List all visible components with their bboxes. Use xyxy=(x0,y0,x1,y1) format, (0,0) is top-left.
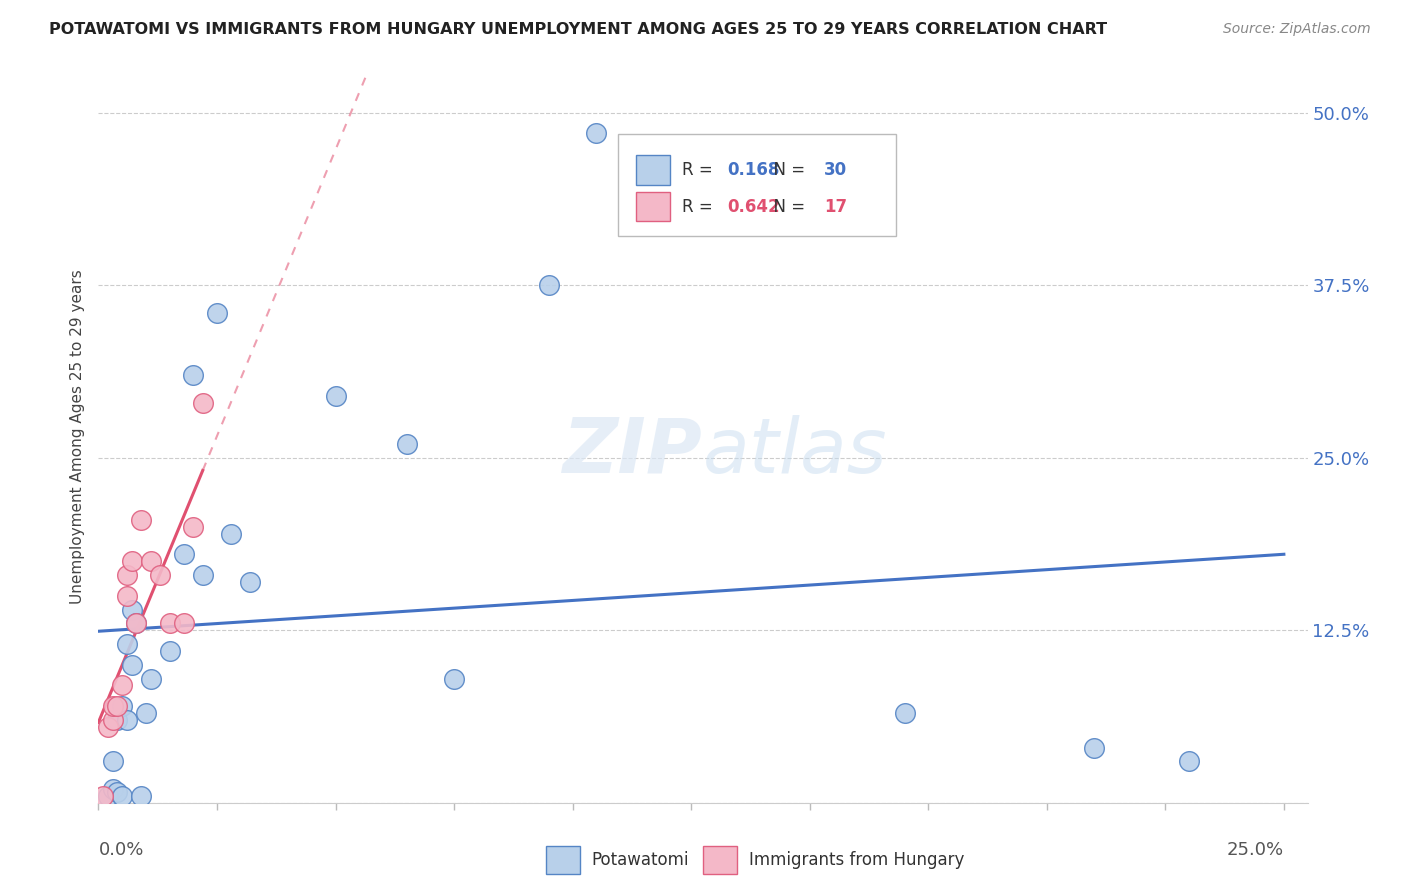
Text: ZIP: ZIP xyxy=(564,415,703,489)
Point xyxy=(125,616,148,631)
Text: Source: ZipAtlas.com: Source: ZipAtlas.com xyxy=(1223,22,1371,37)
Point xyxy=(111,699,134,714)
Point xyxy=(101,755,124,769)
Text: R =: R = xyxy=(682,161,718,179)
Y-axis label: Unemployment Among Ages 25 to 29 years: Unemployment Among Ages 25 to 29 years xyxy=(70,269,86,605)
Point xyxy=(111,678,134,692)
Point xyxy=(121,554,143,568)
Text: N =: N = xyxy=(763,198,811,216)
Point xyxy=(1178,755,1201,769)
Point xyxy=(121,657,143,672)
Point xyxy=(173,548,195,562)
Point xyxy=(105,699,128,714)
Point xyxy=(893,706,915,720)
Point xyxy=(585,127,607,141)
Text: N =: N = xyxy=(763,161,811,179)
Point xyxy=(205,306,228,320)
Point xyxy=(115,568,138,582)
Point xyxy=(129,513,152,527)
Text: atlas: atlas xyxy=(703,415,887,489)
Point xyxy=(239,574,262,589)
Point xyxy=(139,554,162,568)
Point xyxy=(149,568,172,582)
Point xyxy=(443,672,465,686)
Point xyxy=(325,389,347,403)
Point xyxy=(115,637,138,651)
Text: 0.0%: 0.0% xyxy=(98,841,143,860)
Text: POTAWATOMI VS IMMIGRANTS FROM HUNGARY UNEMPLOYMENT AMONG AGES 25 TO 29 YEARS COR: POTAWATOMI VS IMMIGRANTS FROM HUNGARY UN… xyxy=(49,22,1108,37)
Point xyxy=(125,616,148,631)
Point xyxy=(537,278,560,293)
Point xyxy=(159,616,181,631)
Text: 25.0%: 25.0% xyxy=(1227,841,1284,860)
Point xyxy=(97,789,120,803)
Point xyxy=(101,713,124,727)
Point xyxy=(105,785,128,799)
Point xyxy=(121,602,143,616)
Point xyxy=(173,616,195,631)
Point xyxy=(101,782,124,797)
Point xyxy=(129,789,152,803)
FancyBboxPatch shape xyxy=(546,846,579,874)
Point xyxy=(1083,740,1105,755)
FancyBboxPatch shape xyxy=(703,846,737,874)
Text: 0.642: 0.642 xyxy=(727,198,780,216)
Point xyxy=(97,720,120,734)
Text: Immigrants from Hungary: Immigrants from Hungary xyxy=(749,851,965,869)
Point xyxy=(181,368,204,382)
Point xyxy=(105,713,128,727)
Text: 17: 17 xyxy=(824,198,846,216)
FancyBboxPatch shape xyxy=(637,155,671,185)
Point xyxy=(111,789,134,803)
Point xyxy=(91,789,114,803)
FancyBboxPatch shape xyxy=(637,192,671,221)
Point xyxy=(219,526,242,541)
Point xyxy=(115,713,138,727)
Point xyxy=(181,520,204,534)
Point xyxy=(159,644,181,658)
Text: 30: 30 xyxy=(824,161,846,179)
Point xyxy=(115,589,138,603)
Point xyxy=(139,672,162,686)
FancyBboxPatch shape xyxy=(619,134,897,235)
Point xyxy=(101,699,124,714)
Text: R =: R = xyxy=(682,198,718,216)
Point xyxy=(191,395,214,409)
Text: Potawatomi: Potawatomi xyxy=(592,851,689,869)
Point xyxy=(135,706,157,720)
Point xyxy=(191,568,214,582)
Point xyxy=(395,437,418,451)
Text: 0.168: 0.168 xyxy=(727,161,779,179)
